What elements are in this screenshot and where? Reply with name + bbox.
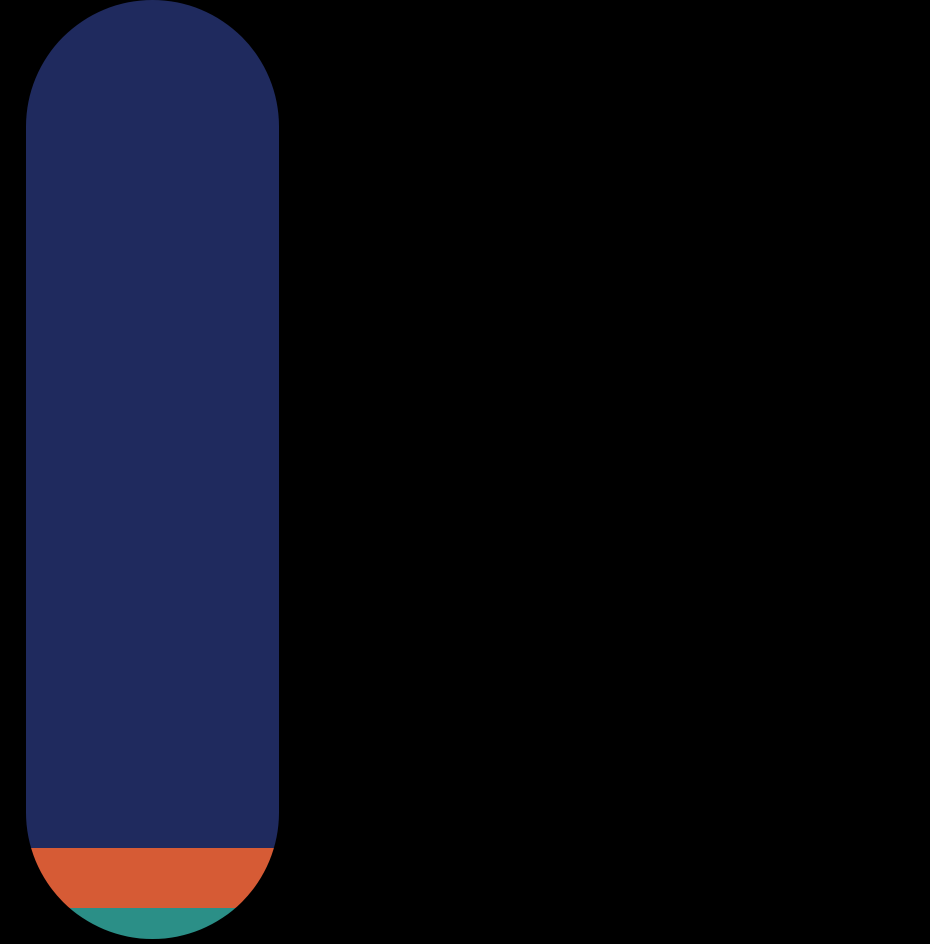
segment-teal: [26, 908, 279, 939]
segment-navy: [26, 0, 279, 848]
segment-orange: [26, 848, 279, 908]
stacked-capsule: [26, 0, 279, 939]
